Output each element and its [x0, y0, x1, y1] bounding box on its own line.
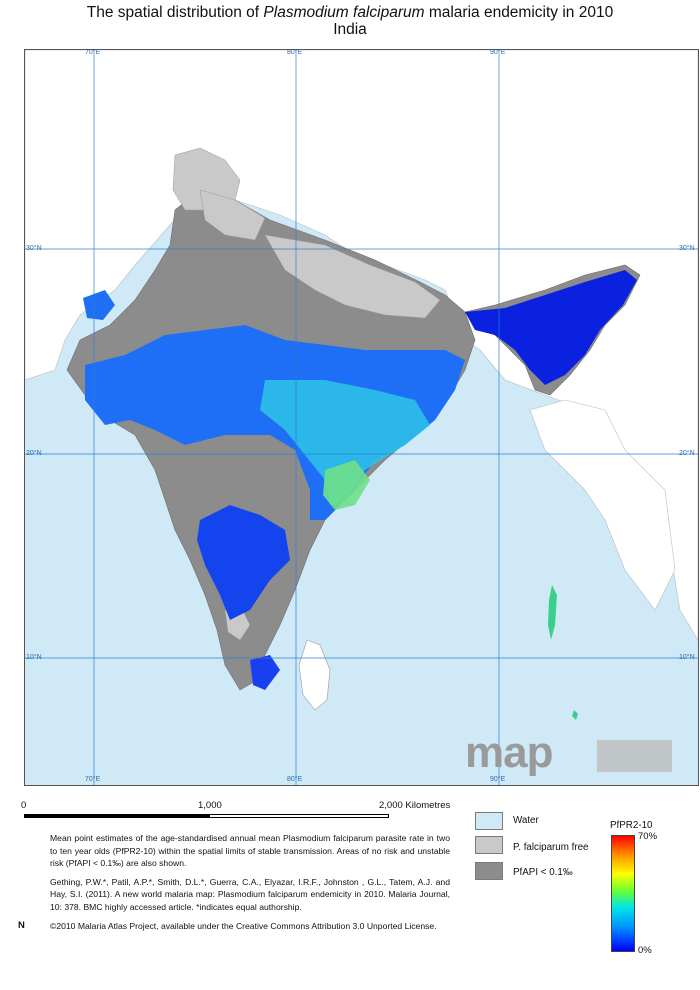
grid-label-70e-top: 70°E	[85, 49, 101, 56]
colorbar-max-label: 70%	[638, 831, 658, 842]
grid-label-10n-right: 10°N	[679, 654, 695, 661]
grid-label-30n-left: 30°N	[26, 245, 42, 252]
scale-segment-black	[24, 814, 209, 818]
endemic-kerala	[250, 655, 280, 690]
map-logo-tiles	[597, 740, 672, 772]
grid-label-90e-bottom: 90°E	[490, 776, 506, 783]
grid-label-90e-top: 90°E	[490, 49, 506, 56]
legend-water-swatch	[475, 812, 503, 830]
map-canvas	[25, 50, 698, 785]
grid-label-20n-left: 20°N	[26, 450, 42, 457]
india-base	[66, 189, 476, 691]
pf-free-gangetic	[264, 234, 441, 319]
description-license: ©2010 Malaria Atlas Project, available u…	[50, 920, 437, 931]
endemic-northeast	[465, 270, 637, 385]
map-title: The spatial distribution of Plasmodium f…	[0, 4, 700, 38]
grid-label-70e-bottom: 70°E	[85, 776, 101, 783]
scale-bar: 0 1,000 2,000 Kilometres	[21, 796, 464, 822]
colorbar-title: PfPR2-10	[610, 820, 653, 831]
north-arrow: N	[18, 920, 25, 931]
legend-water-label: Water	[513, 815, 539, 826]
legend-api-swatch	[475, 862, 503, 880]
map-frame[interactable]: 70°E 80°E 90°E 70°E 80°E 90°E 30°N 20°N …	[24, 49, 699, 786]
map-description: Mean point estimates of the age-standard…	[50, 832, 450, 938]
nicobar-islands	[572, 710, 578, 720]
legend-api-label: PfAPI < 0.1‰	[513, 867, 573, 878]
grid-label-80e-bottom: 80°E	[287, 776, 303, 783]
description-citation: Gething, P.W.*, Patil, A.P.*, Smith, D.L…	[50, 876, 450, 912]
grid-label-80e-top: 80°E	[287, 49, 303, 56]
scale-label-end: 2,000 Kilometres	[379, 800, 451, 811]
title-line-2: India	[333, 21, 367, 38]
endemic-south	[197, 505, 290, 620]
scale-segment-white	[209, 814, 389, 818]
description-summary: Mean point estimates of the age-standard…	[50, 833, 450, 869]
colorbar-min-label: 0%	[638, 945, 652, 956]
graticule	[25, 50, 698, 785]
legend-pf-free-swatch	[475, 836, 503, 854]
endemic-central-core	[260, 380, 430, 505]
title-line-1: The spatial distribution of Plasmodium f…	[86, 4, 614, 21]
pf-free-kashmir	[199, 189, 266, 241]
endemic-northwest	[83, 290, 115, 320]
andaman-islands	[548, 585, 557, 640]
sri-lanka	[298, 639, 331, 711]
endemic-central	[85, 325, 465, 520]
endemic-east-coast	[323, 460, 370, 510]
myanmar-land	[529, 399, 676, 611]
map-logo: map	[465, 728, 675, 778]
map-logo-text: map	[465, 728, 553, 777]
colorbar	[611, 835, 635, 952]
scale-label-mid: 1,000	[198, 800, 222, 811]
scale-label-start: 0	[21, 800, 27, 811]
grid-label-10n-left: 10°N	[26, 654, 42, 661]
grid-label-30n-right: 30°N	[679, 245, 695, 252]
legend-pf-free-label: P. falciparum free	[513, 842, 589, 853]
grid-label-20n-right: 20°N	[679, 450, 695, 457]
